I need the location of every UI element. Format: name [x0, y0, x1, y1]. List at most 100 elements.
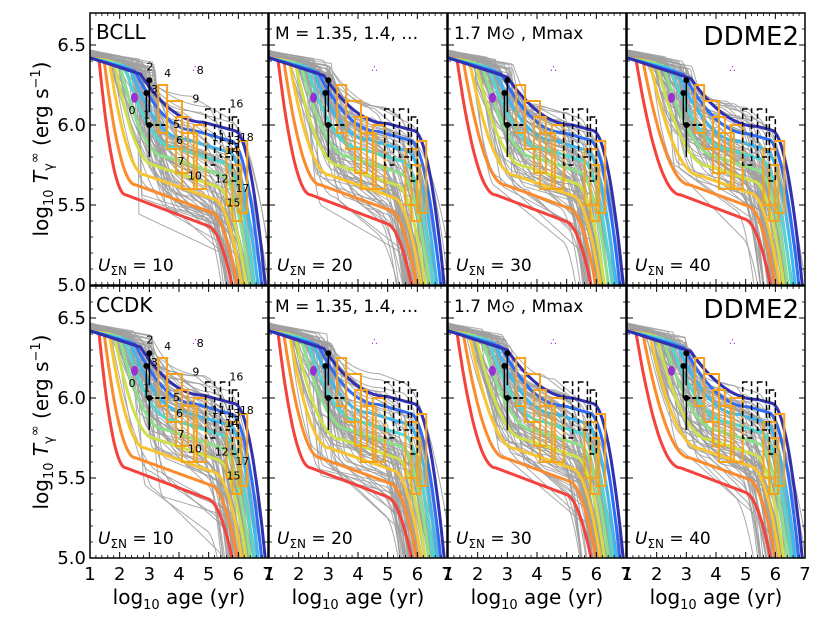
obs-purple-point — [668, 365, 675, 376]
y-tick-label: 5.0 — [57, 548, 86, 569]
obs-purple-upper: ∴ — [371, 64, 377, 75]
obs-purple-upper: ∴ — [192, 337, 198, 348]
obs-dashed-box — [383, 108, 395, 166]
obs-box — [166, 373, 183, 423]
x-tick-label: 5 — [203, 564, 214, 585]
mass-curve-M=1.4 — [627, 56, 777, 285]
x-axis-title: log10 age (yr) — [650, 585, 783, 613]
mass-curve-M=1.5 — [448, 329, 602, 558]
obs-label: 13 — [226, 407, 240, 420]
x-tick-label: 3 — [323, 564, 334, 585]
x-tick-label: 6 — [591, 564, 602, 585]
mass-curve-M=1.4 — [269, 56, 419, 285]
mass-curve-M=1.5 — [269, 56, 423, 285]
obs-label: 2 — [146, 334, 153, 347]
obs-label: 16 — [229, 370, 243, 383]
obs-label: 18 — [240, 404, 254, 417]
x-tick-label: 5 — [740, 564, 751, 585]
obs-label: 7 — [178, 428, 185, 441]
x-tick-label: 1 — [84, 564, 95, 585]
obs-box — [538, 132, 556, 190]
panel-annotation: BCLL — [96, 20, 146, 44]
mass-curve-M=1.35 — [448, 56, 593, 285]
mass-curve-M=1.6 — [90, 329, 248, 558]
x-tick-label: 2 — [651, 564, 662, 585]
x-tick-label: 2 — [472, 564, 483, 585]
obs-purple-upper: ∴ — [192, 64, 198, 75]
obs-label: 14 — [225, 144, 239, 157]
mass-curve-M=1.4 — [448, 56, 598, 285]
obs-dashed-box — [562, 108, 574, 166]
y-tick-label: 6.0 — [57, 388, 86, 409]
obs-label: 17 — [235, 455, 249, 468]
obs-point — [143, 363, 150, 369]
obs-label: 6 — [176, 407, 183, 420]
obs-dashed-box — [398, 108, 410, 158]
mass-curve-M=1.5 — [448, 56, 602, 285]
y-tick-label: 6.5 — [57, 35, 86, 56]
x-tick-label: 1 — [263, 564, 274, 585]
panel-r1-c2: ∴ 1.7 M⊙ , Mmax UΣN = 30 — [447, 285, 627, 559]
obs-dashed-box — [410, 389, 419, 455]
plot-area: ∴ — [627, 49, 805, 285]
obs-point — [504, 77, 511, 84]
obs-point — [683, 77, 690, 84]
panel-r0-c3: ∴ DDME2 UΣN = 40 — [626, 12, 806, 286]
x-tick-label: 2 — [293, 564, 304, 585]
obs-box — [359, 132, 377, 190]
y-tick-label: 5.0 — [57, 275, 86, 296]
obs-dashed-box — [756, 108, 768, 158]
gray-model-line — [627, 49, 771, 285]
obs-dashed-box — [768, 389, 777, 455]
gray-model-line — [448, 325, 587, 558]
obs-dashed-box — [231, 389, 240, 455]
obs-box — [717, 132, 735, 190]
panel-annotation: DDME2 — [704, 295, 799, 325]
u-sigma-label: UΣN = 20 — [277, 529, 353, 551]
obs-label: 11 — [212, 131, 226, 144]
panel-annotation: DDME2 — [704, 22, 799, 52]
obs-point — [322, 90, 329, 96]
obs-purple-point — [310, 365, 317, 376]
x-tick-label: 5 — [561, 564, 572, 585]
obs-label: 17 — [235, 182, 249, 195]
obs-label: 1 — [143, 382, 150, 395]
obs-label: 16 — [229, 97, 243, 110]
x-axis-title: log10 age (yr) — [471, 585, 604, 613]
obs-label: 0 — [129, 104, 136, 117]
mass-curve-M=1.5 — [627, 329, 782, 558]
mass-curve-M=1.4 — [269, 329, 419, 558]
mass-curve-M=1.4 — [90, 56, 239, 285]
gray-model-line — [90, 54, 242, 285]
mass-curve-M=1.4 — [627, 329, 777, 558]
x-tick-label: 7 — [799, 564, 810, 585]
obs-box — [231, 164, 243, 222]
obs-dashed-box — [204, 108, 216, 166]
obs-point — [683, 350, 690, 357]
obs-label: 14 — [225, 417, 239, 430]
mass-curve-M=1.35 — [448, 329, 593, 558]
gray-model-line — [448, 327, 594, 558]
obs-dashed-box — [589, 116, 598, 182]
gray-model-line — [269, 327, 425, 558]
obs-box — [703, 100, 720, 150]
gray-model-line — [90, 329, 233, 558]
y-tick-label: 5.5 — [57, 195, 86, 216]
obs-purple-point — [131, 365, 138, 376]
obs-point — [325, 350, 332, 357]
obs-point — [680, 363, 687, 369]
x-tick-label: 4 — [710, 564, 721, 585]
obs-label: 9 — [192, 366, 199, 379]
mass-curve-M=1.35 — [269, 56, 414, 285]
obs-dashed-box — [577, 381, 589, 431]
panel-annotation: 1.7 M⊙ , Mmax — [454, 24, 583, 44]
x-tick-label: 2 — [114, 564, 125, 585]
x-tick-label: 4 — [531, 564, 542, 585]
obs-box — [717, 405, 735, 463]
obs-point — [504, 350, 511, 357]
panel-r0-c1: ∴ M = 1.35, 1.4, … UΣN = 20 — [268, 12, 448, 286]
obs-label: 4 — [164, 67, 171, 80]
